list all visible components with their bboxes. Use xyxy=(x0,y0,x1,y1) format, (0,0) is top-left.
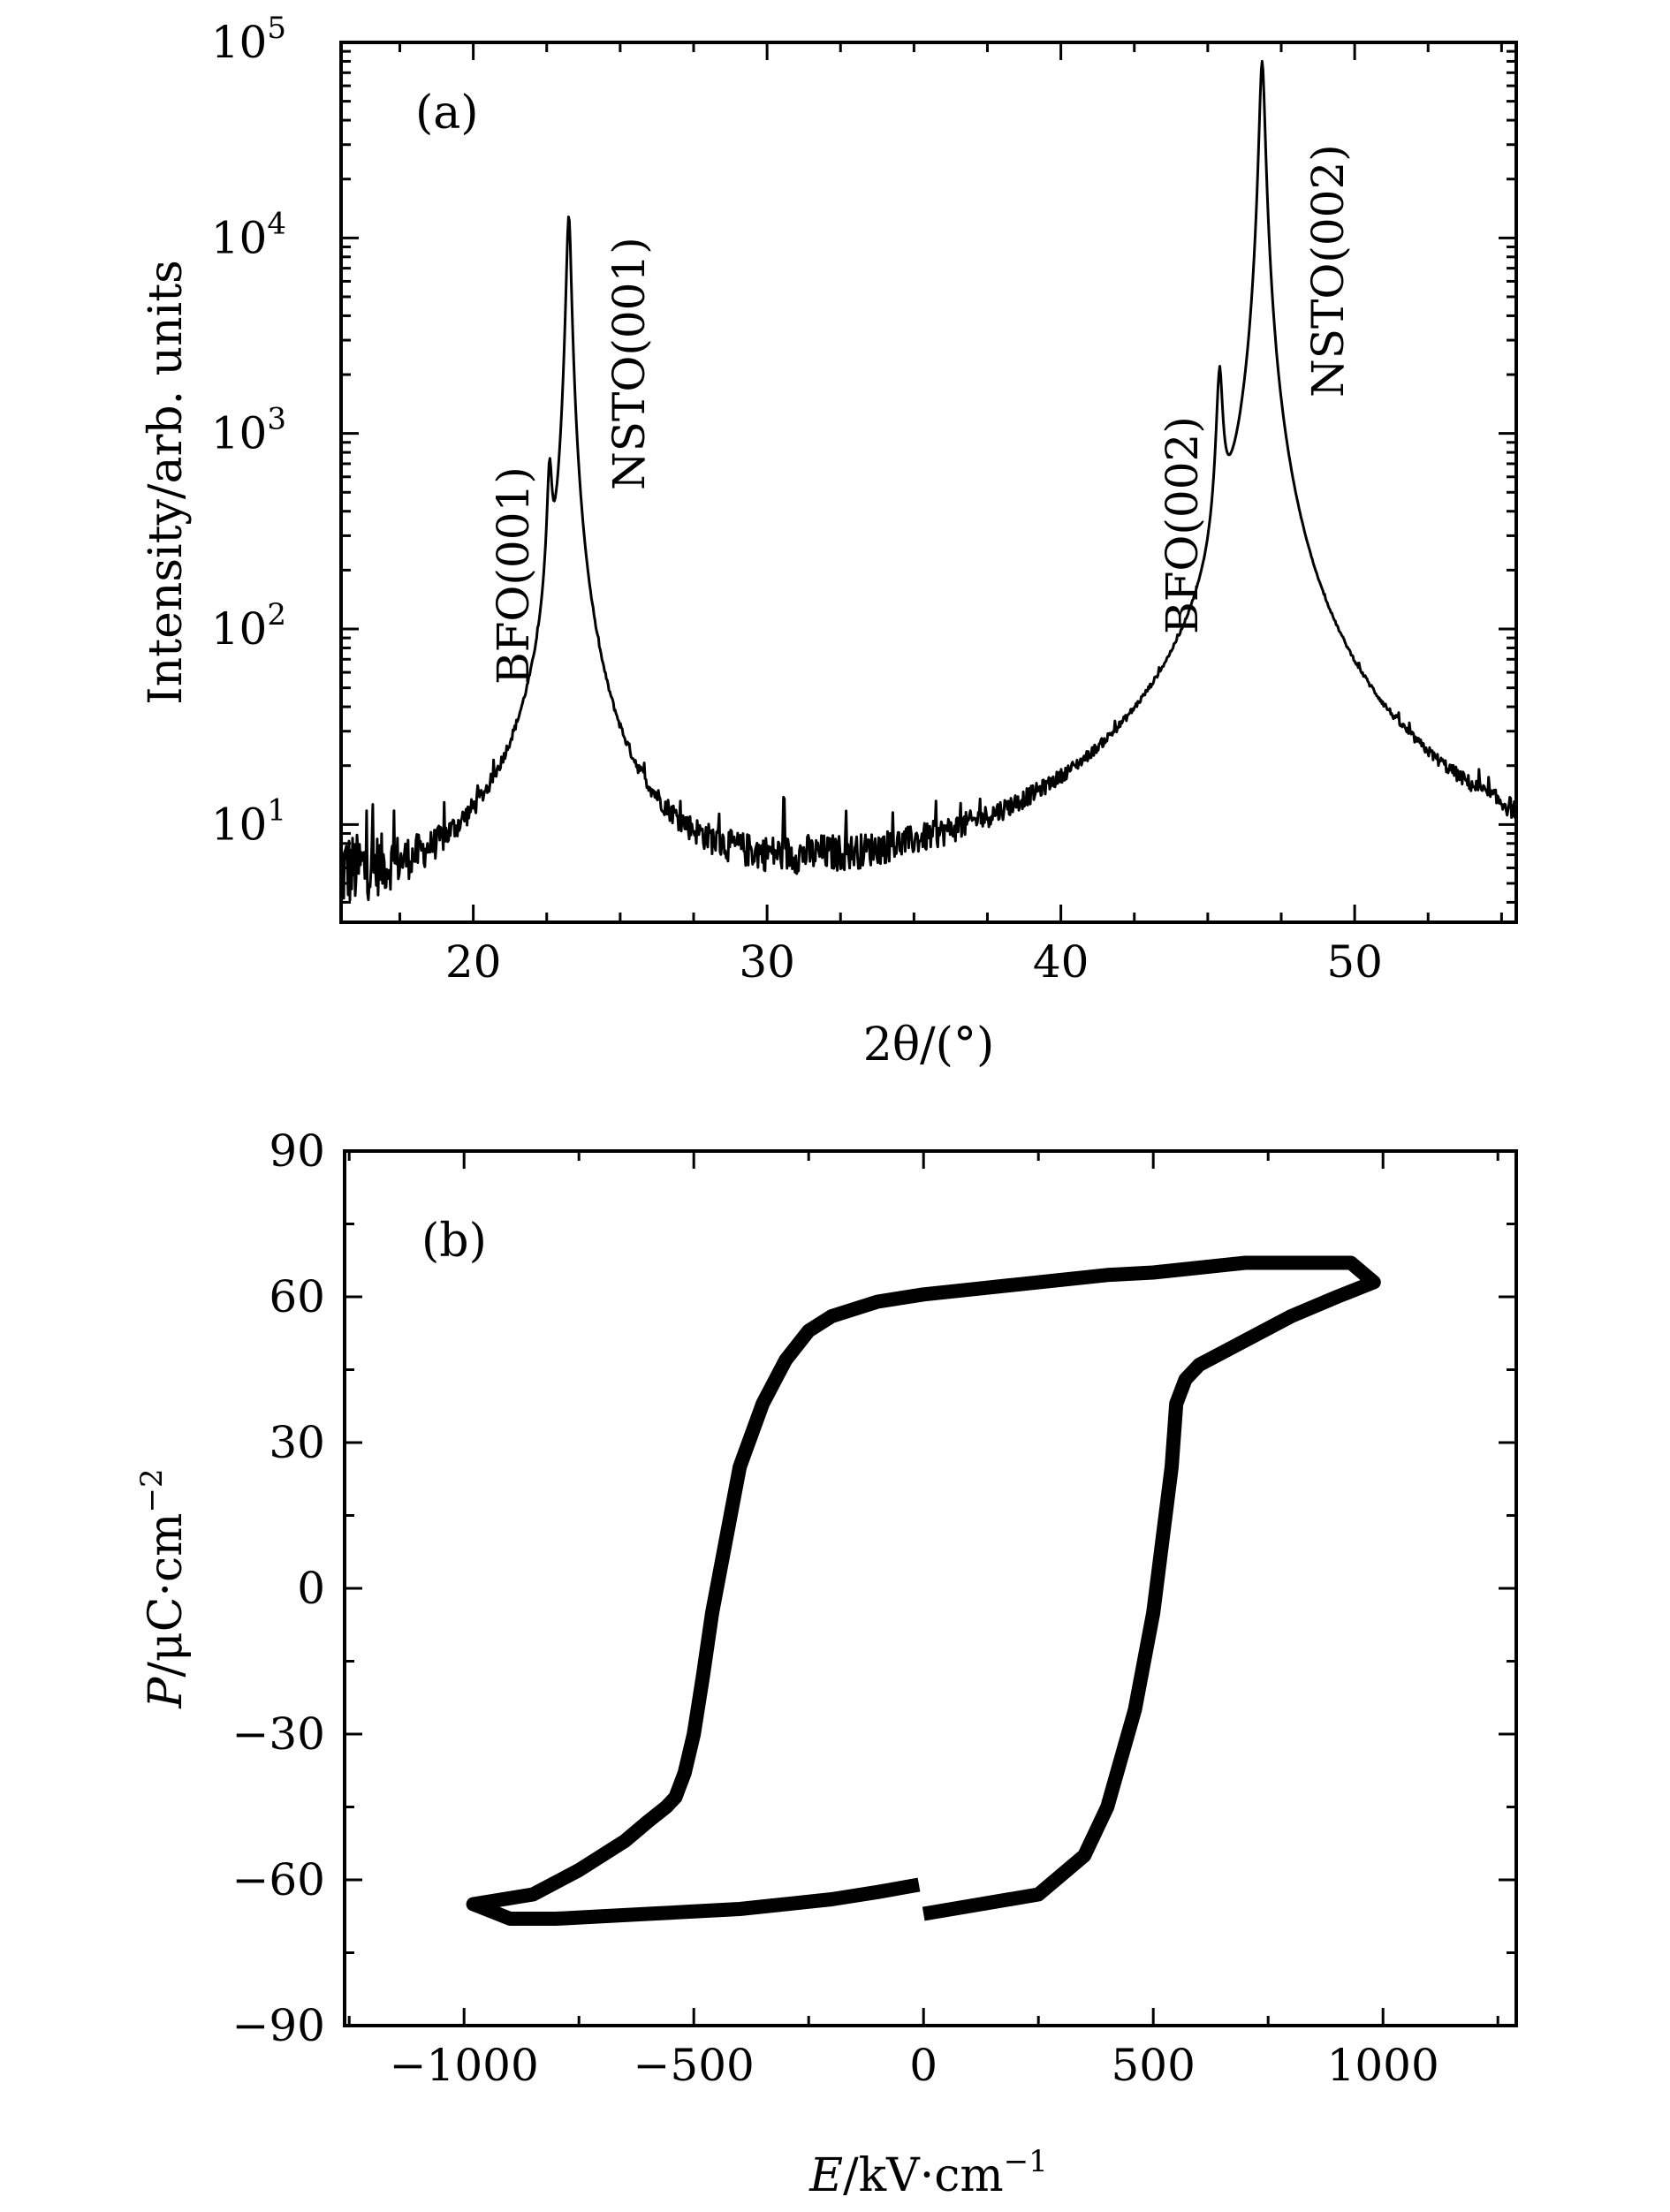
peak-label-nsto-001: NSTO(001) xyxy=(603,237,655,490)
panel-b-label: (b) xyxy=(421,1215,487,1268)
y-tick-label: 60 xyxy=(269,1271,325,1322)
y-tick-label: −90 xyxy=(232,2000,325,2051)
x-tick-label: −500 xyxy=(634,2040,755,2091)
x-tick-label: −1000 xyxy=(390,2040,539,2091)
y-tick-label: −30 xyxy=(232,1708,325,1760)
panel-b-x-ticks: −1000 −500 0 500 1000 xyxy=(347,1151,1499,2091)
panel-b-hysteresis-chart: −1000 −500 0 500 1000 −90 −60 −30 0 30 60 90 (b) E… xyxy=(134,1125,1518,2202)
y-tick-label: −60 xyxy=(232,1854,325,1905)
xrd-intensity-trace xyxy=(339,59,1518,902)
hysteresis-loop-trace xyxy=(466,1255,1381,1926)
y-tick-exponent: 2 xyxy=(267,597,286,633)
panel-a-x-axis-label: 2θ/(°) xyxy=(863,1019,994,1072)
y-tick-label: 90 xyxy=(269,1125,325,1177)
y-axis-variable: P xyxy=(140,1677,193,1709)
y-tick-label: 103 xyxy=(211,402,286,459)
y-tick-base: 10 xyxy=(211,212,268,263)
y-axis-exponent: −2 xyxy=(134,1468,170,1512)
panel-b-y-axis-label: P/μC·cm−2 xyxy=(134,1468,193,1708)
y-tick-exponent: 1 xyxy=(267,792,286,828)
x-tick-label: 20 xyxy=(445,936,502,988)
y-tick-exponent: 3 xyxy=(267,402,286,437)
panel-a-frame xyxy=(339,41,1518,924)
x-tick-label: 1000 xyxy=(1327,2040,1439,2091)
peak-label-bfo-001: BFO(001) xyxy=(488,466,539,685)
y-tick-exponent: 4 xyxy=(267,206,286,241)
panel-b-x-axis-label: E/kV·cm−1 xyxy=(808,2144,1048,2202)
x-tick-label: 50 xyxy=(1326,936,1383,988)
panel-a-x-ticks: 20 30 40 50 xyxy=(399,42,1503,988)
panel-b-y-ticks: −90 −60 −30 0 30 60 90 xyxy=(232,1125,1516,2051)
y-axis-unit: /μC·cm xyxy=(140,1513,193,1678)
peak-label-nsto-002: NSTO(002) xyxy=(1302,144,1354,398)
x-axis-exponent: −1 xyxy=(1004,2144,1048,2179)
y-tick-base: 10 xyxy=(211,799,268,850)
x-tick-label: 30 xyxy=(739,936,795,988)
x-tick-label: 500 xyxy=(1111,2040,1195,2091)
y-tick-label: 104 xyxy=(211,206,286,263)
x-axis-unit: /kV·cm xyxy=(843,2149,1004,2202)
y-tick-label: 105 xyxy=(211,11,286,68)
panel-a-y-axis-label: Intensity/arb. units xyxy=(140,260,193,705)
y-tick-label: 0 xyxy=(297,1563,325,1614)
x-tick-label: 40 xyxy=(1033,936,1089,988)
y-tick-exponent: 5 xyxy=(267,11,286,46)
y-tick-base: 10 xyxy=(211,408,268,459)
y-tick-base: 10 xyxy=(211,603,268,655)
x-axis-variable: E xyxy=(808,2149,843,2202)
panel-a-label: (a) xyxy=(415,87,479,140)
y-tick-label: 30 xyxy=(269,1417,325,1468)
y-tick-base: 10 xyxy=(211,17,268,68)
peak-label-bfo-002: BFO(002) xyxy=(1157,416,1208,634)
y-tick-label: 101 xyxy=(211,792,286,850)
y-tick-label: 102 xyxy=(211,597,286,655)
x-tick-label: 0 xyxy=(909,2040,937,2091)
